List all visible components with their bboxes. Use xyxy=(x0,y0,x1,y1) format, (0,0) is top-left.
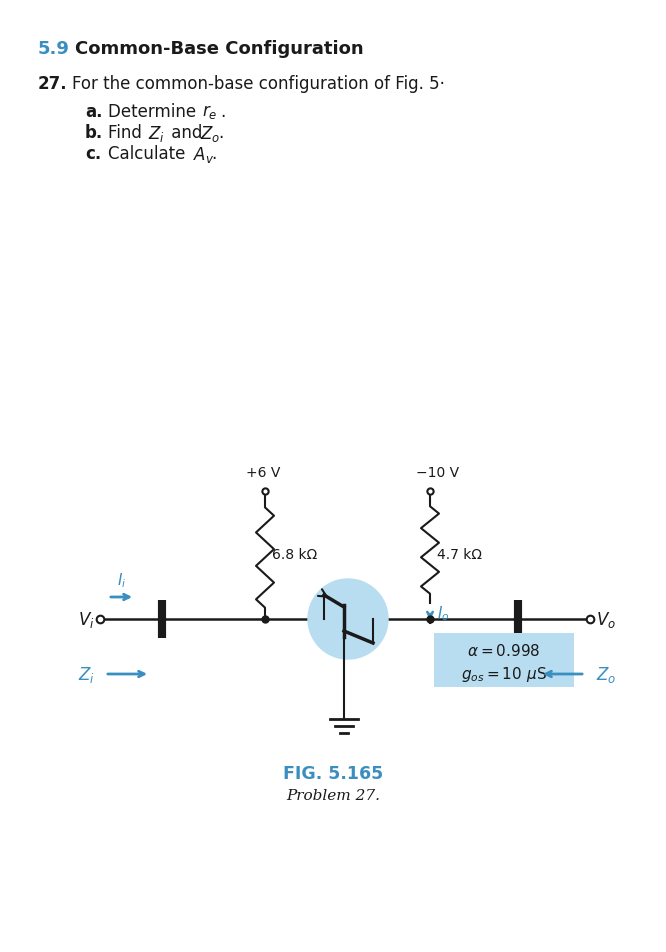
Text: .: . xyxy=(220,103,225,121)
Text: a.: a. xyxy=(85,103,103,121)
Text: b.: b. xyxy=(85,124,103,142)
Text: $r_e$: $r_e$ xyxy=(202,103,218,121)
Text: Common-Base Configuration: Common-Base Configuration xyxy=(75,40,364,58)
Text: 5.9: 5.9 xyxy=(38,40,70,58)
Text: $I_o$: $I_o$ xyxy=(437,604,450,623)
Text: $\alpha = 0.998$: $\alpha = 0.998$ xyxy=(468,643,541,659)
Text: Problem 27.: Problem 27. xyxy=(286,788,380,803)
Text: .: . xyxy=(218,124,223,142)
Text: $Z_o$: $Z_o$ xyxy=(596,664,616,684)
Text: 6.8 kΩ: 6.8 kΩ xyxy=(272,547,317,562)
Text: FIG. 5.165: FIG. 5.165 xyxy=(283,764,383,783)
Text: 4.7 kΩ: 4.7 kΩ xyxy=(437,547,482,562)
Text: $Z_i$: $Z_i$ xyxy=(78,664,95,684)
Text: $I_i$: $I_i$ xyxy=(117,570,126,589)
Text: $Z_o$: $Z_o$ xyxy=(200,124,220,144)
FancyBboxPatch shape xyxy=(434,633,574,687)
Text: $V_i$: $V_i$ xyxy=(79,609,95,629)
Text: $g_{os} = 10\ \mu\mathrm{S}$: $g_{os} = 10\ \mu\mathrm{S}$ xyxy=(461,664,547,684)
Text: Determine: Determine xyxy=(108,103,201,121)
Text: $V_o$: $V_o$ xyxy=(596,609,616,629)
Text: .: . xyxy=(211,145,216,163)
Text: c.: c. xyxy=(85,145,101,163)
Text: and: and xyxy=(166,124,208,142)
Text: For the common-base configuration of Fig. 5·: For the common-base configuration of Fig… xyxy=(72,75,445,93)
Text: −10 V: −10 V xyxy=(416,466,460,480)
Circle shape xyxy=(308,580,388,660)
Text: Calculate: Calculate xyxy=(108,145,190,163)
Text: Find: Find xyxy=(108,124,147,142)
Text: $A_v$: $A_v$ xyxy=(193,145,214,165)
Text: +6 V: +6 V xyxy=(246,466,280,480)
Text: 27.: 27. xyxy=(38,75,68,93)
Text: $Z_i$: $Z_i$ xyxy=(148,124,165,144)
